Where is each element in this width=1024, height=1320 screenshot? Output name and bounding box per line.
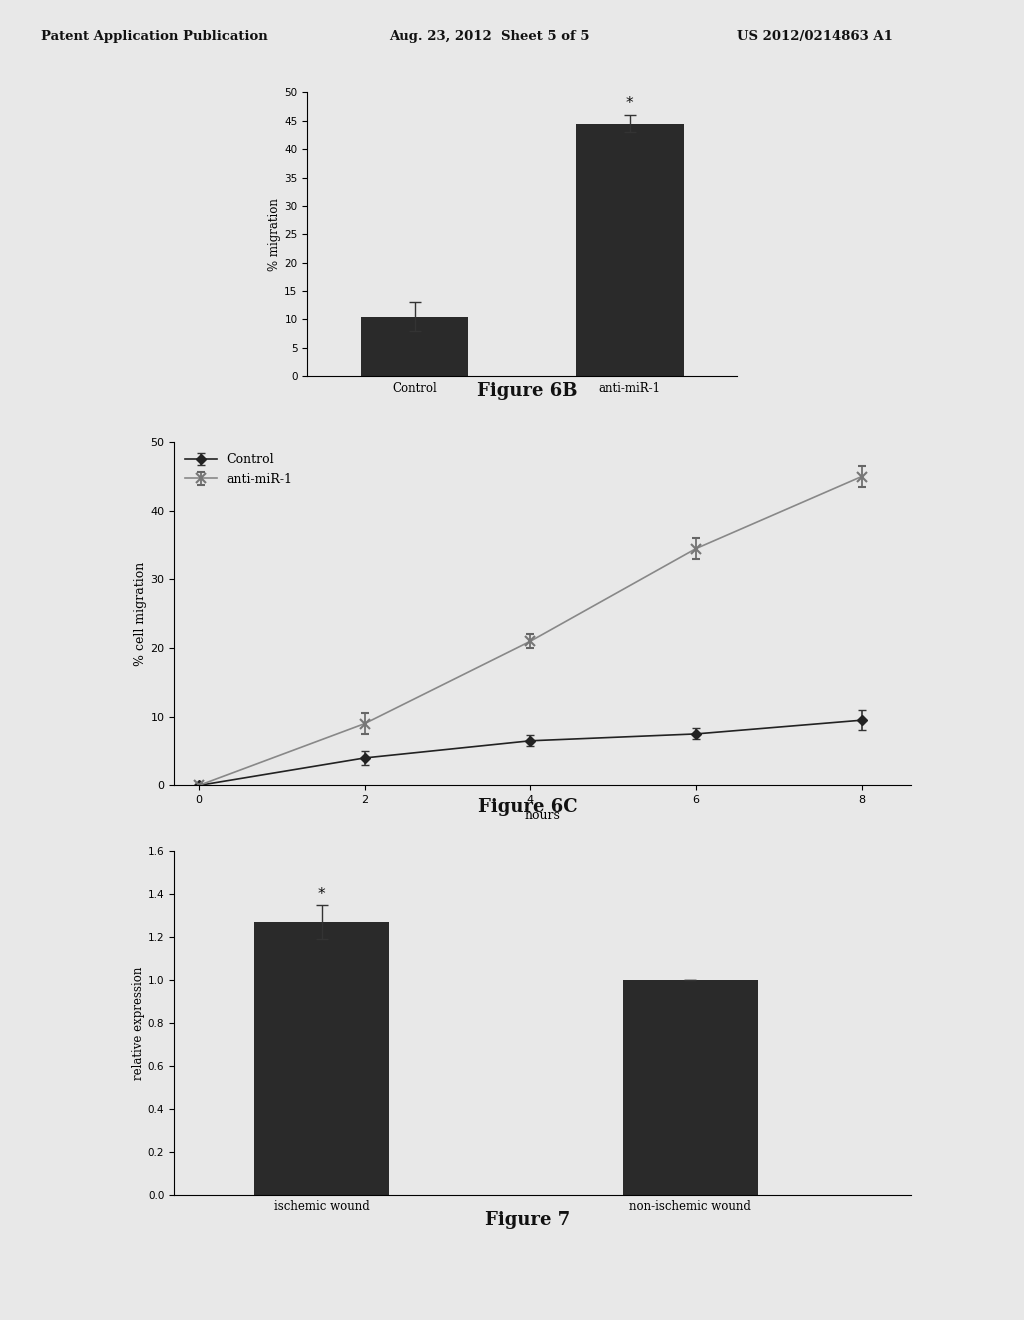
Text: *: * xyxy=(626,95,634,111)
Y-axis label: % migration: % migration xyxy=(268,198,282,271)
Text: *: * xyxy=(317,887,326,902)
Text: Patent Application Publication: Patent Application Publication xyxy=(41,30,267,44)
Y-axis label: relative expression: relative expression xyxy=(132,966,145,1080)
Text: Figure 6B: Figure 6B xyxy=(477,381,578,400)
Text: Aug. 23, 2012  Sheet 5 of 5: Aug. 23, 2012 Sheet 5 of 5 xyxy=(389,30,590,44)
Legend: Control, anti-miR-1: Control, anti-miR-1 xyxy=(180,449,298,491)
Bar xyxy=(254,923,389,1195)
Y-axis label: % cell migration: % cell migration xyxy=(134,562,147,665)
Bar xyxy=(360,317,468,376)
X-axis label: hours: hours xyxy=(524,809,561,822)
Text: Figure 7: Figure 7 xyxy=(484,1210,570,1229)
Text: Figure 6C: Figure 6C xyxy=(477,797,578,816)
Text: US 2012/0214863 A1: US 2012/0214863 A1 xyxy=(737,30,893,44)
Bar xyxy=(623,979,758,1195)
Bar xyxy=(575,124,684,376)
